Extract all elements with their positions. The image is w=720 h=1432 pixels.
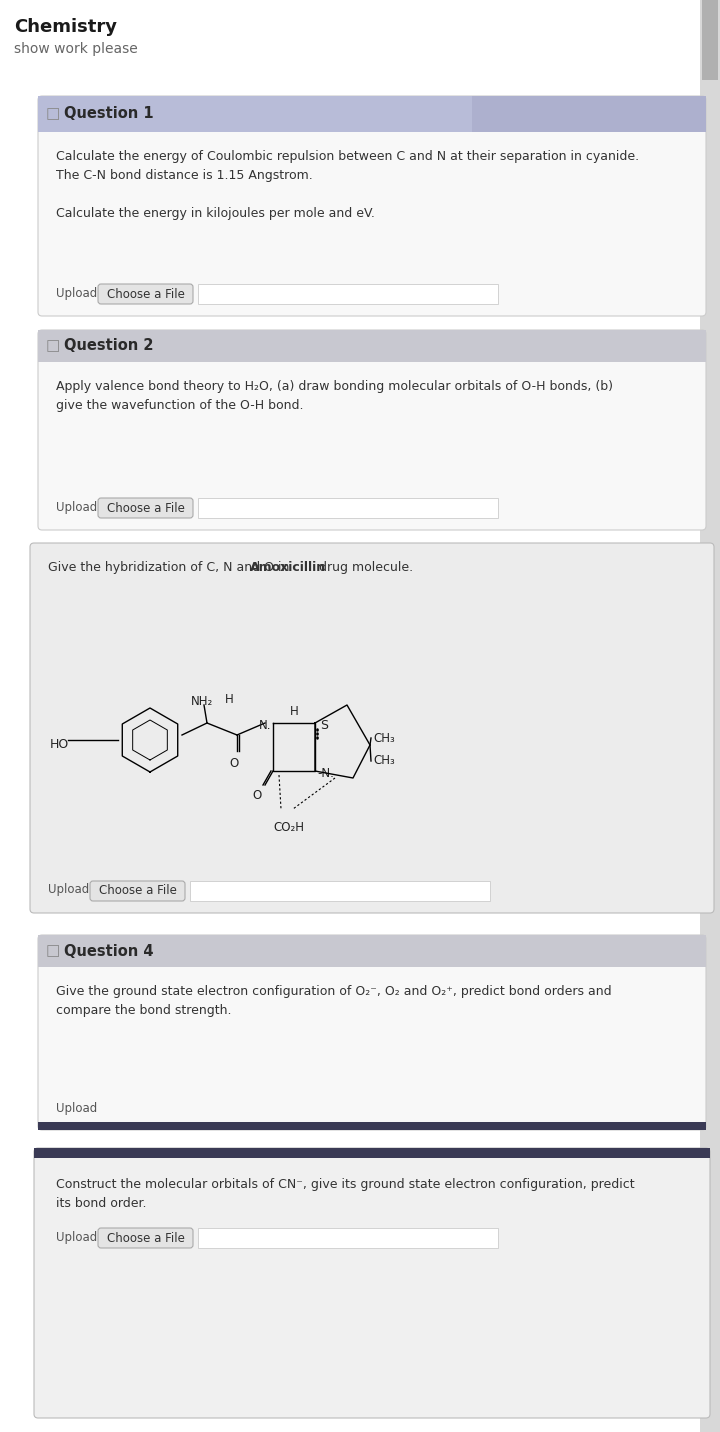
Text: Calculate the energy of Coulombic repulsion between C and N at their separation : Calculate the energy of Coulombic repuls… [56,150,639,221]
FancyBboxPatch shape [98,1229,193,1249]
Bar [38,935,706,967]
Text: □: □ [46,944,60,958]
Text: H: H [289,705,298,717]
FancyBboxPatch shape [38,935,706,1130]
Text: H: H [225,693,233,706]
Text: □: □ [46,338,60,354]
FancyBboxPatch shape [98,498,193,518]
Bar [34,1148,710,1158]
Text: Chemistry: Chemistry [14,19,117,36]
Text: CH₃: CH₃ [373,755,395,768]
Text: show work please: show work please [14,42,138,56]
Text: O: O [230,758,238,770]
Text: CH₃: CH₃ [373,732,395,745]
FancyBboxPatch shape [38,329,706,530]
Text: □: □ [46,106,60,122]
Bar [38,1123,706,1130]
Bar [38,96,706,132]
Text: NH₂: NH₂ [191,695,213,707]
FancyBboxPatch shape [90,881,185,901]
Text: N.: N. [258,719,271,732]
Bar [700,0,720,1432]
Text: Give the ground state electron configuration of O₂⁻, O₂ and O₂⁺, predict bond or: Give the ground state electron configura… [56,985,611,1017]
FancyBboxPatch shape [98,284,193,304]
Bar [190,881,490,901]
Text: O: O [253,789,261,802]
Bar [198,1229,498,1249]
Bar [38,329,706,362]
Text: Question 2: Question 2 [64,338,153,354]
Text: Give the hybridization of C, N and O in: Give the hybridization of C, N and O in [48,561,293,574]
Text: Upload: Upload [56,1103,97,1116]
Bar [702,0,718,80]
Text: Question 1: Question 1 [64,106,153,122]
Bar [198,498,498,518]
Text: Apply valence bond theory to H₂O, (a) draw bonding molecular orbitals of O-H bon: Apply valence bond theory to H₂O, (a) dr… [56,379,613,412]
Text: Choose a File: Choose a File [107,501,184,514]
Text: Choose a File: Choose a File [107,1232,184,1244]
Text: Upload: Upload [56,1230,97,1243]
Text: Amoxicillin: Amoxicillin [250,561,326,574]
FancyBboxPatch shape [30,543,714,914]
Text: drug molecule.: drug molecule. [315,561,413,574]
Text: Choose a File: Choose a File [107,288,184,301]
Text: Upload: Upload [56,501,97,514]
Text: -N.: -N. [317,768,334,780]
Text: Upload: Upload [56,286,97,299]
Text: Choose a File: Choose a File [99,885,176,898]
Text: S: S [320,719,328,732]
FancyBboxPatch shape [38,96,706,316]
Text: Question 4: Question 4 [64,944,153,958]
Bar [198,284,498,304]
Text: Upload: Upload [48,884,89,896]
Text: Construct the molecular orbitals of CN⁻, give its ground state electron configur: Construct the molecular orbitals of CN⁻,… [56,1179,634,1210]
Bar [472,96,706,132]
Text: CO₂H: CO₂H [274,821,305,833]
FancyBboxPatch shape [34,1148,710,1418]
Text: HO: HO [50,739,69,752]
